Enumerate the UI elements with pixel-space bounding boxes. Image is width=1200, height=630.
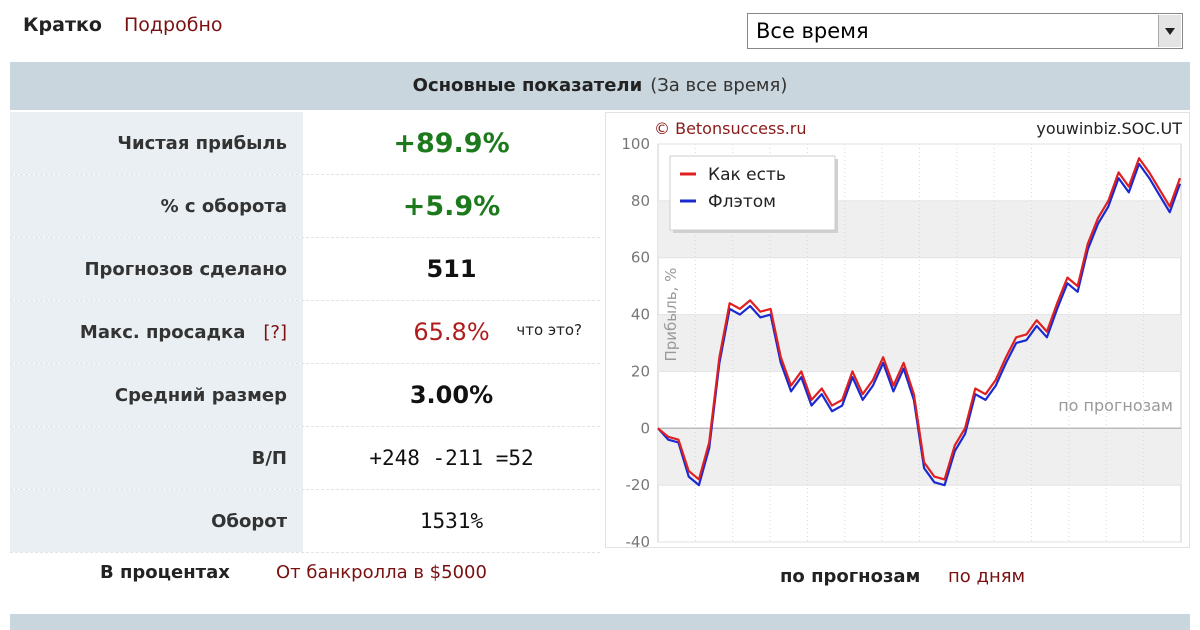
row-value-cell: +5.9% bbox=[303, 191, 600, 222]
row-label: Макс. просадка bbox=[79, 321, 246, 343]
y-tick-label: 80 bbox=[631, 192, 650, 210]
next-section bbox=[10, 614, 1190, 630]
chart-panel: -40 -20 0 20 40 60 80 100 Прибыль, % по прогнозам… bbox=[605, 112, 1190, 551]
table-row: % с оборота +5.9% bbox=[10, 175, 600, 238]
row-value: +89.9% bbox=[393, 127, 510, 159]
y-tick-label: 0 bbox=[640, 419, 650, 437]
section-header: Основные показатели (За все время) bbox=[10, 62, 1190, 110]
row-value-cell: +248 -211 =52 bbox=[303, 446, 600, 470]
table-row: Чистая прибыль +89.9% bbox=[10, 112, 600, 175]
tab-link[interactable]: Подробно bbox=[124, 14, 223, 36]
select-arrow[interactable] bbox=[1158, 15, 1181, 47]
help-link[interactable]: [?] bbox=[263, 321, 287, 343]
row-value: +5.9% bbox=[402, 190, 501, 222]
x-annotation: по прогнозам bbox=[1058, 396, 1173, 415]
row-value: +248 -211 =52 bbox=[369, 446, 534, 470]
y-tick-label: -40 bbox=[626, 533, 651, 547]
row-value-cell: 65.8% что это? bbox=[303, 318, 600, 346]
mode-link[interactable]: От банкролла в $5000 bbox=[276, 562, 487, 583]
row-label-cell: Прогнозов сделано bbox=[10, 238, 303, 300]
row-label: % с оборота bbox=[160, 195, 287, 217]
y-tick-label: 100 bbox=[621, 135, 650, 153]
row-value-cell: 1531% bbox=[303, 509, 600, 533]
y-axis-label: Прибыль, % bbox=[662, 268, 680, 362]
chart-mode-link[interactable]: по дням bbox=[948, 566, 1026, 587]
table-row: Средний размер 3.00% bbox=[10, 364, 600, 427]
row-label: Оборот bbox=[211, 510, 287, 532]
section-title: Основные показатели bbox=[412, 75, 643, 96]
table-row: Прогнозов сделано 511 bbox=[10, 238, 600, 301]
user-name: youwinbiz.SOC.UT bbox=[1036, 119, 1182, 138]
row-label: Средний размер bbox=[114, 384, 287, 406]
row-label: В/П bbox=[251, 447, 287, 469]
row-label-cell: Оборот bbox=[10, 490, 303, 552]
chart: -40 -20 0 20 40 60 80 100 Прибыль, % по прогнозам… bbox=[621, 119, 1182, 551]
select-value: Все время bbox=[756, 19, 869, 43]
row-label-cell: Макс. просадка [?] bbox=[10, 301, 303, 363]
legend: Как есть Флэтом bbox=[669, 155, 838, 233]
row-value: 3.00% bbox=[409, 381, 494, 409]
table-row: В/П +248 -211 =52 bbox=[10, 427, 600, 490]
legend-box bbox=[669, 155, 836, 231]
row-label-cell: Чистая прибыль bbox=[10, 112, 303, 174]
row-label: Чистая прибыль bbox=[117, 132, 287, 154]
row-value-cell: 3.00% bbox=[303, 381, 600, 409]
tab-active[interactable]: Кратко bbox=[23, 14, 102, 36]
row-label-cell: % с оборота bbox=[10, 175, 303, 237]
y-tick-label: 40 bbox=[631, 306, 650, 324]
row-value: 65.8% bbox=[413, 318, 490, 346]
stats-table: Чистая прибыль +89.9% % с оборота +5.9% Прог… bbox=[10, 112, 600, 553]
y-tick-label: -20 bbox=[626, 476, 651, 494]
y-tick-label: 20 bbox=[631, 362, 650, 380]
note-link[interactable]: что это? bbox=[516, 321, 582, 339]
series-line bbox=[657, 157, 1182, 481]
legend-label: Как есть bbox=[708, 165, 786, 185]
row-value-cell: +89.9% bbox=[303, 128, 600, 159]
chart-mode-active[interactable]: по прогнозам bbox=[780, 566, 921, 587]
row-label-cell: В/П bbox=[10, 427, 303, 489]
row-value: 1531% bbox=[419, 509, 484, 533]
section-subtitle: (За все время) bbox=[650, 75, 788, 96]
copyright: © Betonsuccess.ru bbox=[654, 119, 807, 138]
row-label-cell: Средний размер bbox=[10, 364, 303, 426]
period-select[interactable]: Все время bbox=[747, 13, 1183, 49]
table-row: Оборот 1531% bbox=[10, 490, 600, 553]
row-label: Прогнозов сделано bbox=[84, 258, 287, 280]
grid-band bbox=[658, 314, 1181, 372]
row-value-cell: 511 bbox=[303, 255, 600, 283]
legend-label: Флэтом bbox=[708, 192, 776, 212]
row-value: 511 bbox=[426, 255, 477, 283]
y-tick-label: 60 bbox=[631, 249, 650, 267]
mode-active[interactable]: В процентах bbox=[100, 562, 230, 583]
table-row: Макс. просадка [?] 65.8% что это? bbox=[10, 301, 600, 364]
